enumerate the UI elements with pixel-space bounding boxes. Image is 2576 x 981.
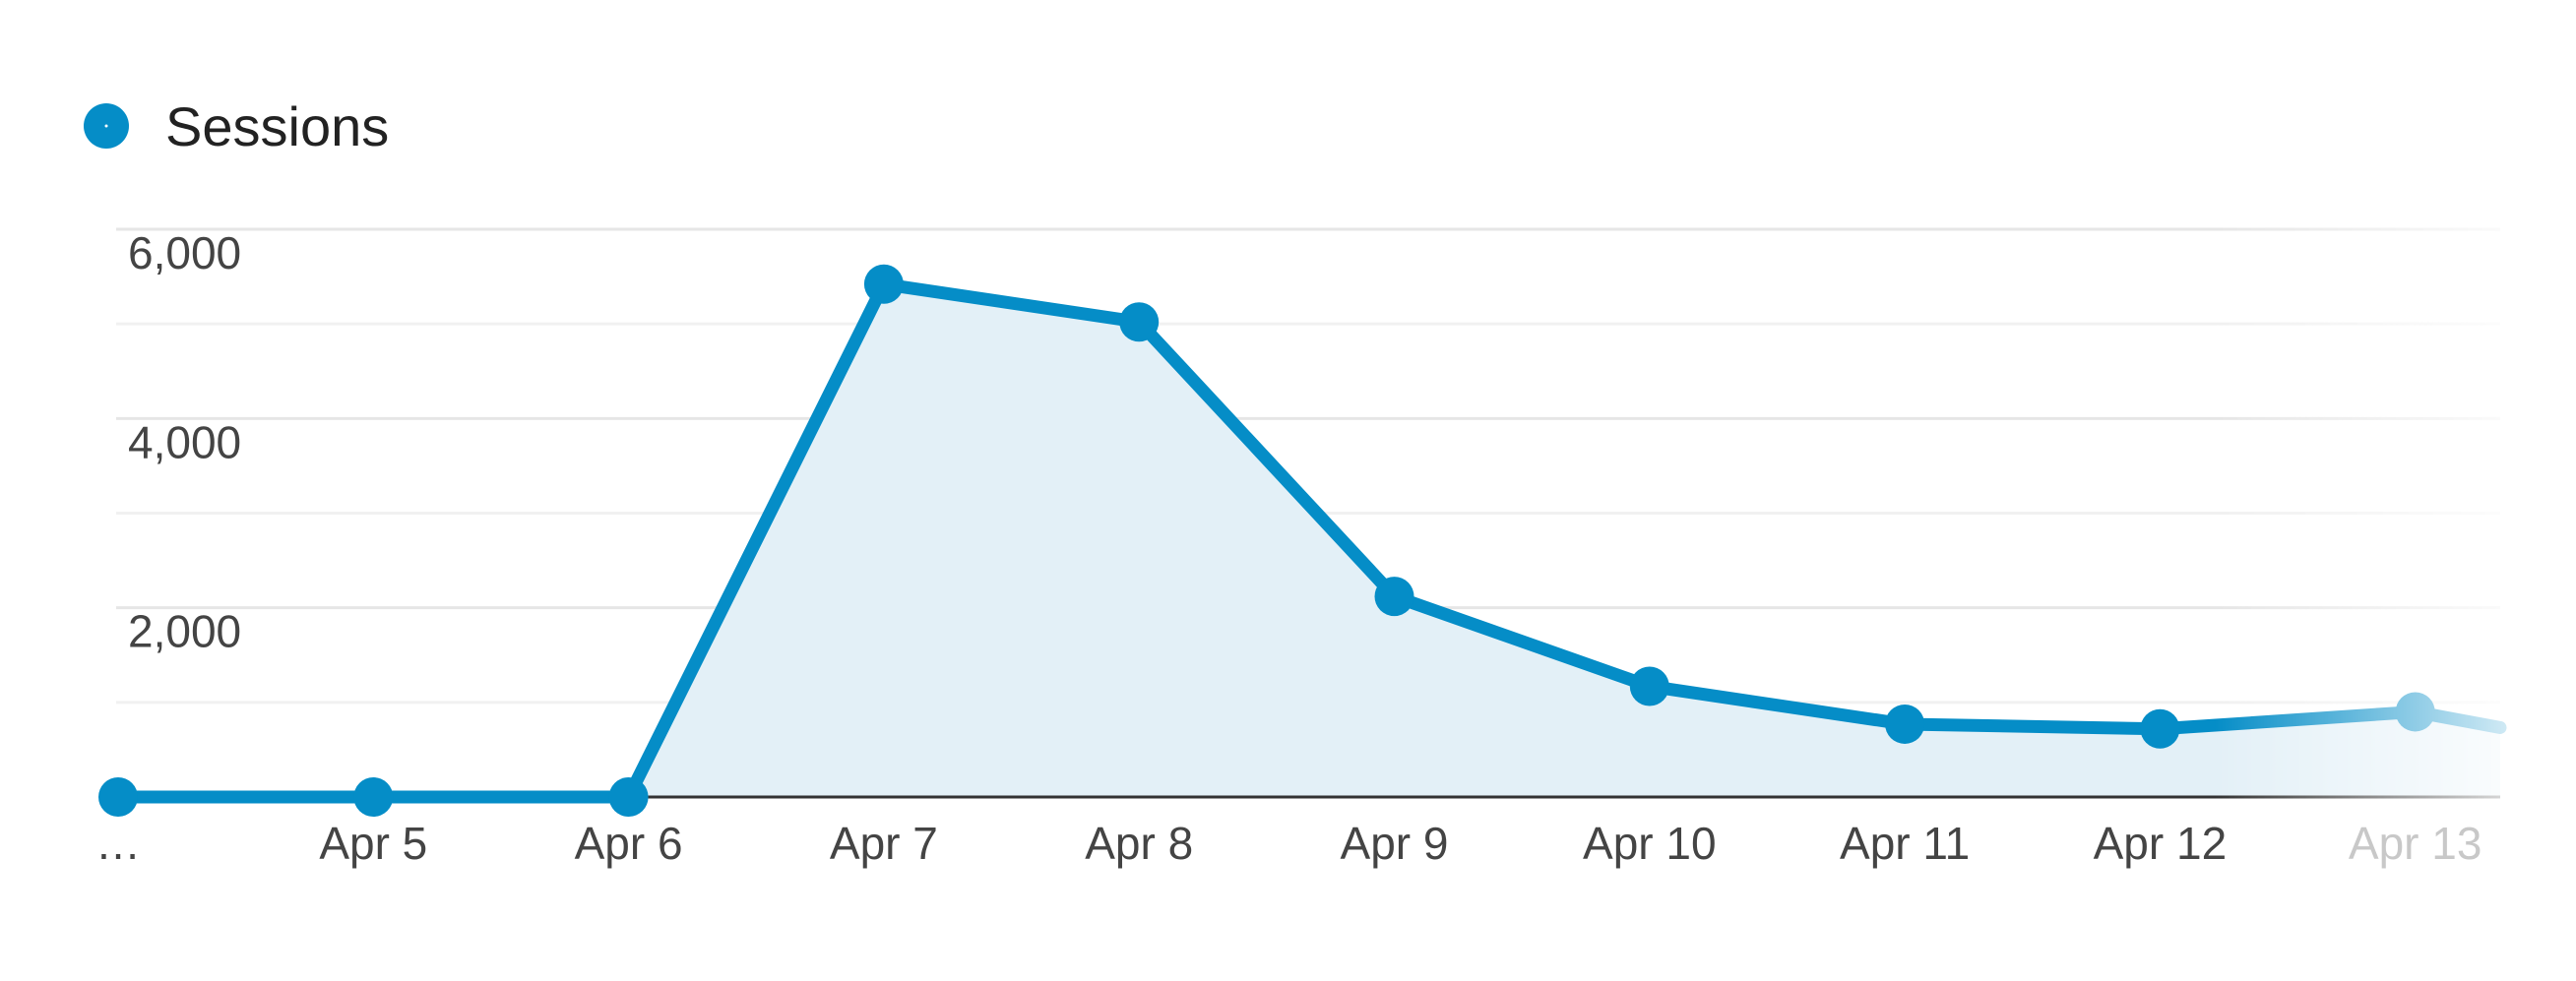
data-point-3[interactable] [608, 777, 649, 817]
x-tick-label: Apr 11 [1840, 818, 1970, 869]
data-point-4[interactable] [863, 264, 904, 304]
x-tick-label: Apr 13 [2349, 818, 2482, 869]
x-tick-label: Apr 5 [319, 818, 427, 869]
legend-item-sessions[interactable]: Sessions [84, 95, 389, 157]
data-point-7[interactable] [1629, 666, 1669, 706]
x-tick-label: Apr 12 [2094, 818, 2228, 869]
y-tick-label: 2,000 [128, 606, 241, 657]
x-tick-label: Apr 6 [575, 818, 683, 869]
data-point-9[interactable] [2140, 708, 2180, 749]
data-point-8[interactable] [1885, 704, 1925, 744]
data-point-5[interactable] [1119, 302, 1160, 342]
data-point-2[interactable] [353, 777, 394, 817]
data-point-6[interactable] [1374, 577, 1414, 617]
data-point-1[interactable] [98, 777, 138, 817]
y-tick-label: 4,000 [128, 416, 241, 467]
legend-marker-center [104, 124, 108, 128]
x-tick-label: Apr 10 [1583, 818, 1717, 869]
y-tick-label: 6,000 [128, 227, 241, 278]
series-area-sessions [118, 283, 2500, 797]
data-point-10[interactable] [2395, 692, 2435, 732]
x-tick-label: … [95, 818, 141, 869]
legend-label: Sessions [165, 95, 389, 157]
x-tick-label: Apr 7 [830, 818, 938, 869]
plot-group [98, 227, 2507, 817]
x-tick-label: Apr 8 [1085, 818, 1193, 869]
x-tick-label: Apr 9 [1341, 818, 1449, 869]
